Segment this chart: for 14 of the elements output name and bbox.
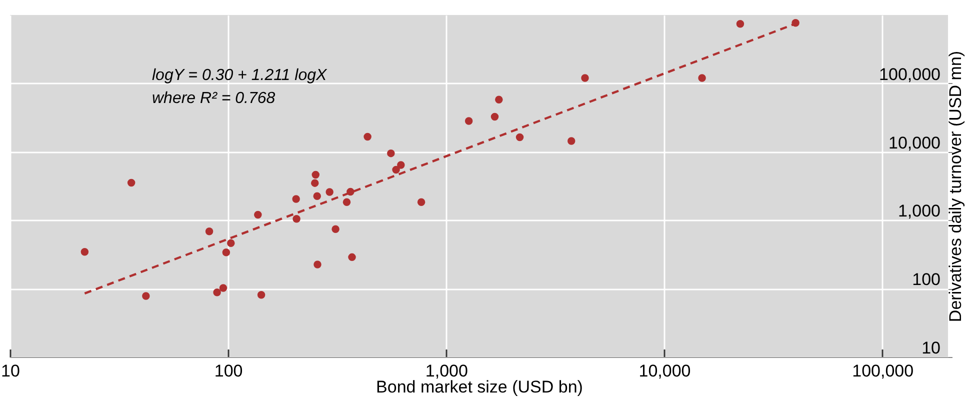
y-tick-label: 100,000 bbox=[879, 64, 940, 84]
x-tick-label: 10,000 bbox=[638, 362, 691, 380]
x-tick-label: 100 bbox=[214, 362, 243, 380]
x-tick-label: 100,000 bbox=[852, 362, 914, 380]
x-tick-label: 1,000 bbox=[425, 362, 468, 380]
y-tick-label: 1,000 bbox=[898, 202, 940, 221]
y-tick-label: 100 bbox=[912, 270, 940, 290]
annotation: logY = 0.30 + 1.211 logX bbox=[152, 67, 328, 84]
x-axis-title: Bond market size (USD bn) bbox=[376, 378, 583, 396]
x-tick-label: 10 bbox=[1, 362, 20, 380]
y-tick-label: 10 bbox=[922, 338, 940, 358]
y-tick-label: 10,000 bbox=[888, 133, 940, 152]
y-axis-title: Derivatives daily turnover (USD mn) bbox=[946, 50, 965, 322]
annotation: where R² = 0.768 bbox=[152, 90, 276, 107]
